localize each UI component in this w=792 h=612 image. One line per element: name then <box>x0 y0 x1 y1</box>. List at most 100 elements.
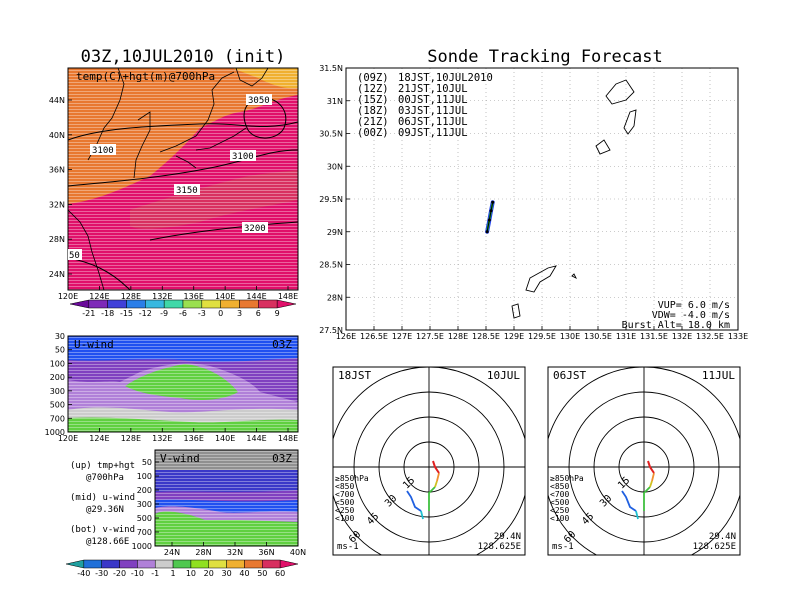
tick-label: 40N <box>290 548 306 557</box>
height-contour-3150 <box>68 149 298 187</box>
tick-label: 30 <box>55 332 65 341</box>
track-grid <box>346 68 738 330</box>
colorbar-swatch <box>69 299 90 309</box>
tick-label: 120E <box>58 434 78 443</box>
u-frame <box>67 335 299 433</box>
tick-label: 200 <box>137 486 152 495</box>
tick-label: 128.5E <box>472 332 500 341</box>
colorbar-label: -30 <box>95 569 108 578</box>
tick-label: 1000 <box>45 428 65 437</box>
tick-label: 136E <box>184 434 204 443</box>
ring-label: 30 <box>383 493 399 509</box>
tick-label: 28N <box>327 293 343 302</box>
colorbar-swatch <box>101 559 120 569</box>
island <box>605 79 635 105</box>
colorbar-label: -1 <box>151 569 159 578</box>
tick-label: 148E <box>278 292 298 301</box>
tick-label: 700 <box>137 528 152 537</box>
colorbar-label: -21 <box>82 309 95 318</box>
island <box>571 273 578 280</box>
ring-label: 15 <box>616 475 632 491</box>
colorbar-swatch <box>182 299 203 309</box>
colorbar-label: -3 <box>198 309 206 318</box>
colorbar-swatch <box>239 299 259 309</box>
track-point <box>487 218 491 222</box>
ring-label: 30 <box>598 493 614 509</box>
right-title: Sonde Tracking Forecast <box>427 47 662 67</box>
tick-label: 29N <box>327 228 343 237</box>
map-frame <box>67 67 299 291</box>
track-point <box>491 200 495 204</box>
colorbar-swatch <box>226 559 245 569</box>
hodo-trace-100 <box>635 510 639 520</box>
island <box>595 139 611 155</box>
tick-label: 24N <box>164 548 180 557</box>
tick-label: 300 <box>137 500 152 509</box>
tick-label: 132E <box>152 434 172 443</box>
note-up: (up) tmp+hgt <box>70 461 135 471</box>
ring-label: 45 <box>365 511 381 527</box>
tick-label: 44N <box>49 96 65 105</box>
legend-code: (12Z) <box>357 83 389 95</box>
hodograph-unit: ms-1 <box>337 542 359 552</box>
tick-label: 129E <box>504 332 524 341</box>
tick-label: 300 <box>50 387 65 396</box>
tick-label: 31N <box>327 97 343 106</box>
colorbar-swatch <box>154 559 174 569</box>
colorbar-swatch <box>172 559 192 569</box>
tick-label: 29.5N <box>319 195 343 204</box>
note-mid-level: @29.36N <box>86 505 124 515</box>
v-wind-time: 03Z <box>272 452 292 465</box>
colorbar-label: 50 <box>257 569 267 578</box>
u-wind-time: 03Z <box>272 338 292 351</box>
hodograph-date: 11JUL <box>702 369 735 382</box>
u-lon-axis: 120E 124E 128E 132E 136E 140E 144E 148E <box>58 428 298 443</box>
colorbar-swatch <box>107 299 127 309</box>
tick-label: 132E <box>672 332 692 341</box>
v-frame <box>154 449 299 547</box>
colorbar-label: -40 <box>77 569 90 578</box>
tick-label: 30N <box>327 162 343 171</box>
track-point <box>485 230 489 234</box>
legend-time: 03JST,11JUL <box>398 105 468 117</box>
hodo-trace-250 <box>406 490 422 512</box>
tick-label: 27.5N <box>319 326 343 335</box>
level-legend: <100 <box>335 514 354 523</box>
hodograph-lon: 128.625E <box>693 542 736 552</box>
tick-label: 131E <box>616 332 636 341</box>
tick-label: 124E <box>89 434 109 443</box>
colorbar-swatch <box>262 559 281 569</box>
hodograph-time: 18JST <box>338 369 371 382</box>
hodograph-frame <box>332 366 526 556</box>
tick-label: 31.5N <box>319 64 343 73</box>
tick-label: 500 <box>137 514 152 523</box>
track-panel: (09Z) 18JST,10JUL2010 (12Z) 21JST,10JUL (15Z… <box>319 64 748 341</box>
colorbar-swatch <box>190 559 210 569</box>
hodograph-date: 10JUL <box>487 369 520 382</box>
colorbar-swatch <box>279 559 299 569</box>
track-params: VUP= 6.0 m/s VDW= -4.0 m/s Burst Alt= 18… <box>622 300 730 331</box>
track-path-core <box>486 202 494 232</box>
tick-label: 28N <box>195 548 211 557</box>
tick-label: 131.5E <box>640 332 668 341</box>
tick-label: 148E <box>278 434 298 443</box>
track-legend: (09Z) 18JST,10JUL2010 (12Z) 21JST,10JUL (15Z… <box>357 72 493 139</box>
colorbar-label: 9 <box>275 309 280 318</box>
coastline-north <box>235 68 269 87</box>
tick-label: 50 <box>55 346 65 355</box>
tick-label: 144E <box>246 434 266 443</box>
legend-time: 09JST,11JUL <box>398 127 468 139</box>
tick-label: 24N <box>49 270 65 279</box>
map-label: temp(C)+hgt(m)@700hPa <box>76 70 215 83</box>
ring-label: 15 <box>401 475 417 491</box>
colorbar-swatch <box>163 299 184 309</box>
hodograph-lat: 29.4N <box>709 532 736 542</box>
hodograph-lon: 128.625E <box>478 542 521 552</box>
hodograph-lat: 29.4N <box>494 532 521 542</box>
tick-label: 1000 <box>132 542 152 551</box>
level-legend: <700 <box>550 490 569 499</box>
temp-colorbar: -21 -18 -15 -12 -9 -6 -3 0 3 6 9 <box>69 299 297 318</box>
legend-code: (21Z) <box>357 116 389 128</box>
tick-label: 32N <box>49 200 65 209</box>
